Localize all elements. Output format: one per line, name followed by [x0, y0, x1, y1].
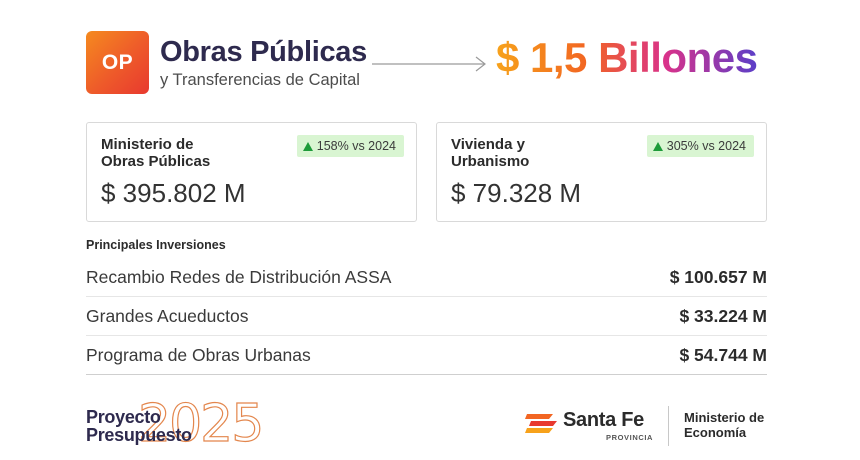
- card-obras-publicas: Ministerio de Obras Públicas 158% vs 202…: [86, 122, 417, 222]
- card-title: Vivienda y Urbanismo: [451, 136, 621, 170]
- arrow-up-icon: [302, 141, 313, 151]
- investment-amount: $ 33.224 M: [679, 306, 767, 326]
- badge-text: 158% vs 2024: [316, 139, 396, 153]
- card-title: Ministerio de Obras Públicas: [101, 136, 271, 170]
- arrow-up-icon: [652, 141, 663, 151]
- header: OP Obras Públicas y Transferencias de Ca…: [86, 31, 776, 97]
- project-logo: 2025 Proyecto Presupuesto: [86, 393, 286, 457]
- project-title: Proyecto Presupuesto: [86, 408, 192, 444]
- card-title-line1: Ministerio de: [101, 136, 194, 153]
- investment-row: Grandes Acueductos $ 33.224 M: [86, 298, 767, 336]
- project-line1: Proyecto: [86, 407, 161, 427]
- card-value: $ 79.328 M: [451, 178, 582, 208]
- investment-name: Recambio Redes de Distribución ASSA: [86, 267, 392, 287]
- footer-divider: [668, 406, 669, 446]
- ministry-line1: Ministerio de: [684, 410, 765, 425]
- op-logo: OP: [86, 31, 149, 94]
- card-title-line1: Vivienda y: [451, 136, 525, 153]
- investment-amount: $ 54.744 M: [679, 345, 767, 365]
- arrow-right-icon: [372, 56, 486, 72]
- santa-fe-flag-icon: [525, 414, 557, 433]
- card-title-line2: Obras Públicas: [101, 153, 211, 170]
- investment-name: Programa de Obras Urbanas: [86, 345, 311, 365]
- investment-amount: $ 100.657 M: [669, 267, 767, 287]
- brand-name: Santa Fe: [563, 409, 644, 431]
- project-year: 2025: [137, 393, 265, 454]
- growth-badge: 305% vs 2024: [646, 135, 754, 157]
- page-title: Obras Públicas: [160, 36, 367, 68]
- growth-badge: 158% vs 2024: [296, 135, 404, 157]
- project-line2: Presupuesto: [86, 425, 192, 445]
- investment-row: Programa de Obras Urbanas $ 54.744 M: [86, 337, 767, 375]
- page-subtitle: y Transferencias de Capital: [160, 71, 360, 89]
- total-amount: $ 1,5 Billones: [496, 34, 758, 81]
- investments-heading: Principales Inversiones: [86, 238, 226, 252]
- ministry-line2: Economía: [684, 425, 747, 440]
- badge-text: 305% vs 2024: [666, 139, 746, 153]
- logo-text: OP: [101, 50, 134, 74]
- card-value: $ 395.802 M: [101, 178, 246, 208]
- investment-row: Recambio Redes de Distribución ASSA $ 10…: [86, 259, 767, 297]
- investment-name: Grandes Acueductos: [86, 306, 249, 326]
- ministry-label: Ministerio de Economía: [684, 410, 764, 440]
- brand-subtitle: PROVINCIA: [606, 433, 654, 442]
- card-title-line2: Urbanismo: [451, 153, 530, 170]
- card-vivienda: Vivienda y Urbanismo 305% vs 2024 $ 79.3…: [436, 122, 767, 222]
